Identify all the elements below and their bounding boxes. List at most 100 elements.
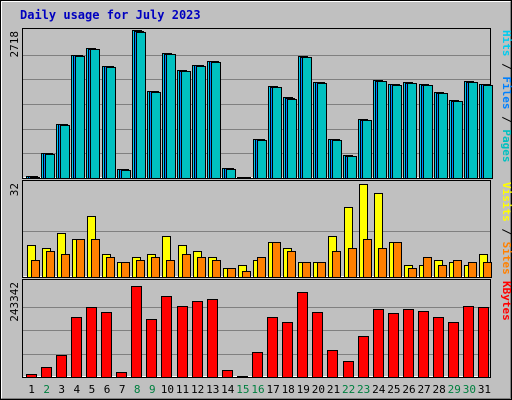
- pages-bar-day-19: [302, 57, 312, 179]
- pages-bar-day-17: [272, 87, 282, 179]
- day-labels: 1 2 3 4 5 6 7 8 9 10 11 12 13 14 15 16 17 18 19 20 21 22 23 24 2…: [28, 383, 491, 396]
- y-max-label-2: 243342: [8, 282, 21, 322]
- pages-bar-day-31: [483, 85, 493, 179]
- sites-bar-day-7: [121, 262, 130, 278]
- day-label-11: 11: [176, 383, 189, 396]
- day-label-10: 10: [161, 383, 174, 396]
- pages-bar-day-30: [468, 82, 478, 179]
- pages-bar-day-25: [392, 85, 402, 179]
- pages-bar-day-6: [106, 67, 116, 179]
- pages-bar-day-7: [121, 170, 131, 179]
- sites-bar-day-15: [242, 271, 251, 278]
- day-label-31: 31: [478, 383, 491, 396]
- sites-bar-day-21: [332, 251, 341, 278]
- side-legend-part: /: [500, 57, 512, 77]
- pages-bar-day-3: [60, 125, 70, 179]
- sites-bar-day-1: [31, 260, 40, 278]
- kbytes-bar-day-1: [26, 374, 37, 378]
- sites-bar-day-27: [423, 257, 432, 278]
- day-label-7: 7: [119, 383, 126, 396]
- day-label-22: 22: [342, 383, 355, 396]
- day-label-21: 21: [327, 383, 340, 396]
- pages-bar-day-1: [30, 177, 40, 179]
- pages-bar-day-12: [196, 66, 206, 179]
- sites-bar-day-14: [227, 268, 236, 278]
- kbytes-bar-day-26: [403, 309, 414, 378]
- day-label-16: 16: [251, 383, 264, 396]
- kbytes-bar-day-19: [297, 292, 308, 378]
- pages-bar-day-26: [407, 83, 417, 179]
- day-label-6: 6: [104, 383, 111, 396]
- pages-bar-day-5: [90, 49, 100, 179]
- day-label-18: 18: [282, 383, 295, 396]
- pages-bar-day-9: [151, 92, 161, 179]
- sites-bar-day-30: [468, 262, 477, 278]
- sites-bar-day-8: [136, 260, 145, 278]
- day-label-29: 29: [448, 383, 461, 396]
- sites-bar-day-12: [197, 257, 206, 278]
- pages-bar-day-18: [287, 99, 297, 179]
- hits-files-pages-panel: 2718 Hits / Files / Pages: [8, 28, 512, 179]
- kbytes-bar-day-15: [237, 376, 248, 378]
- side-legend-part: KBytes: [500, 281, 512, 321]
- sites-bar-day-19: [302, 262, 311, 278]
- kbytes-bar-day-29: [448, 322, 459, 378]
- pages-bar-day-29: [453, 101, 463, 179]
- kbytes-bar-day-20: [312, 312, 323, 378]
- day-label-14: 14: [221, 383, 235, 396]
- day-label-1: 1: [28, 383, 35, 396]
- sites-bar-day-23: [363, 239, 372, 278]
- sites-bar-day-13: [212, 260, 221, 278]
- sites-bar-day-10: [166, 260, 175, 278]
- kbytes-bar-day-31: [478, 307, 489, 378]
- day-label-17: 17: [266, 383, 279, 396]
- sites-bar-day-31: [483, 262, 492, 278]
- day-label-19: 19: [297, 383, 310, 396]
- sites-bar-day-3: [61, 254, 70, 278]
- sites-bar-day-5: [91, 239, 100, 278]
- pages-bar-day-8: [136, 32, 146, 179]
- sites-bar-day-20: [317, 262, 326, 278]
- day-label-5: 5: [89, 383, 96, 396]
- sites-bar-day-29: [453, 260, 462, 278]
- side-legend-part: /: [500, 222, 512, 242]
- side-legend-part: Pages: [500, 129, 512, 162]
- side-legend-2: KBytes: [500, 281, 512, 321]
- kbytes-bar-day-3: [56, 355, 67, 378]
- kbytes-bar-day-16: [252, 352, 263, 378]
- pages-bar-day-10: [166, 54, 176, 179]
- sites-bar-day-28: [438, 265, 447, 278]
- kbytes-bar-day-22: [343, 361, 354, 378]
- day-label-4: 4: [74, 383, 81, 396]
- day-label-2: 2: [43, 383, 50, 396]
- pages-bar-day-27: [423, 85, 433, 179]
- kbytes-bar-day-25: [388, 313, 399, 378]
- side-legend-0: Hits / Files / Pages: [500, 30, 512, 163]
- pages-bar-day-20: [317, 83, 327, 179]
- pages-bar-day-13: [211, 62, 221, 179]
- side-legend-part: Files: [500, 76, 512, 109]
- kbytes-panel: 243342 KBytes: [8, 279, 512, 378]
- side-legend-part: Sites: [500, 242, 512, 275]
- chart-title: Daily usage for July 2023: [20, 8, 201, 22]
- pages-bar-day-28: [438, 93, 448, 179]
- side-legend-part: Hits: [500, 30, 512, 57]
- pages-bar-day-21: [332, 140, 342, 179]
- kbytes-bar-day-23: [358, 336, 369, 378]
- day-label-9: 9: [149, 383, 156, 396]
- day-label-8: 8: [134, 383, 141, 396]
- sites-bar-day-22: [348, 248, 357, 278]
- day-label-23: 23: [357, 383, 370, 396]
- y-max-label-1: 32: [8, 183, 21, 196]
- kbytes-bar-day-30: [463, 306, 474, 378]
- day-label-15: 15: [236, 383, 249, 396]
- kbytes-bar-day-13: [207, 299, 218, 378]
- kbytes-bar-day-7: [116, 372, 127, 378]
- sites-bar-day-4: [76, 239, 85, 278]
- sites-bar-day-2: [46, 251, 55, 278]
- sites-bar-day-6: [106, 257, 115, 278]
- pages-bar-day-24: [377, 81, 387, 179]
- pages-bar-day-22: [347, 156, 357, 179]
- pages-bar-day-11: [181, 71, 191, 179]
